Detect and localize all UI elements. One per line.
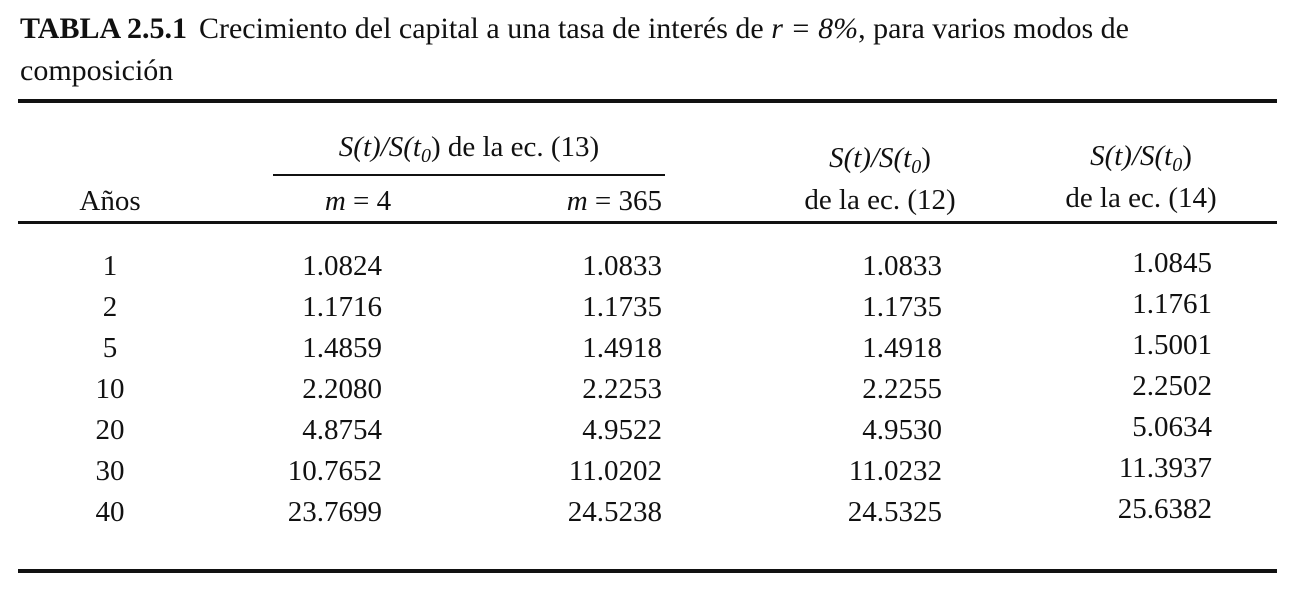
cell-years: 1 <box>102 250 118 282</box>
cell-eq14: 1.0845 <box>1132 247 1212 279</box>
caption-text: Crecimiento del capital a una tasa de in… <box>198 12 764 45</box>
header-eq12-ref: de la ec. (12) <box>804 184 956 216</box>
cell-years: 5 <box>102 332 118 364</box>
cell-years: 30 <box>95 455 125 487</box>
cell-years: 2 <box>102 291 118 323</box>
cell-m4: 1.0824 <box>302 250 382 282</box>
cell-eq12: 1.4918 <box>862 332 942 364</box>
cell-eq14: 5.0634 <box>1132 411 1212 443</box>
cell-m365: 4.9522 <box>582 414 662 446</box>
cell-eq14: 11.3937 <box>1118 452 1212 484</box>
header-eq12-formula: S(t)/S(t0) <box>829 142 931 178</box>
cell-eq12: 1.0833 <box>862 250 942 282</box>
cell-eq12: 11.0232 <box>848 455 942 487</box>
header-m365: m = 365 <box>566 185 662 217</box>
cell-years: 40 <box>95 496 125 528</box>
cell-eq12: 2.2255 <box>862 373 942 405</box>
cell-eq12: 4.9530 <box>862 414 942 446</box>
header-m4: m = 4 <box>324 185 392 217</box>
cell-m4: 10.7652 <box>287 455 382 487</box>
table-top-rule <box>18 99 1277 103</box>
cell-m365: 11.0202 <box>568 455 662 487</box>
cell-eq14: 2.2502 <box>1132 370 1212 402</box>
cell-m4: 2.2080 <box>302 373 382 405</box>
cell-years: 10 <box>95 373 125 405</box>
header-years: Años <box>79 185 141 217</box>
cell-m365: 1.0833 <box>582 250 662 282</box>
cell-m365: 1.4918 <box>582 332 662 364</box>
cell-m4: 1.4859 <box>302 332 382 364</box>
cell-m365: 24.5238 <box>567 496 662 528</box>
cell-years: 20 <box>95 414 125 446</box>
cell-m365: 2.2253 <box>582 373 662 405</box>
header-eq14-ref: de la ec. (14) <box>1065 182 1217 214</box>
header-eq14-formula: S(t)/S(t0) <box>1090 140 1192 176</box>
cell-m4: 4.8754 <box>302 414 382 446</box>
table-label: TABLA 2.5.1 <box>20 12 187 45</box>
cell-eq12: 1.1735 <box>862 291 942 323</box>
cell-m4: 1.1716 <box>302 291 382 323</box>
group-header-eq13: S(t)/S(t0) de la ec. (13) <box>338 131 600 167</box>
table-bottom-rule <box>18 569 1277 573</box>
cell-m4: 23.7699 <box>287 496 382 528</box>
cell-eq14: 1.1761 <box>1132 288 1212 320</box>
cell-eq12: 24.5325 <box>847 496 942 528</box>
cell-eq14: 25.6382 <box>1117 493 1212 525</box>
caption-rate-variable: r <box>771 12 783 45</box>
table-caption: TABLA 2.5.1 Crecimiento del capital a una… <box>20 8 1282 92</box>
cell-m365: 1.1735 <box>582 291 662 323</box>
caption-text-end: , para varios modos de composición <box>20 12 1129 87</box>
group-header-rule <box>273 174 665 176</box>
table-header-rule <box>18 221 1277 224</box>
caption-rate-value: = 8% <box>782 12 859 45</box>
cell-eq14: 1.5001 <box>1132 329 1212 361</box>
